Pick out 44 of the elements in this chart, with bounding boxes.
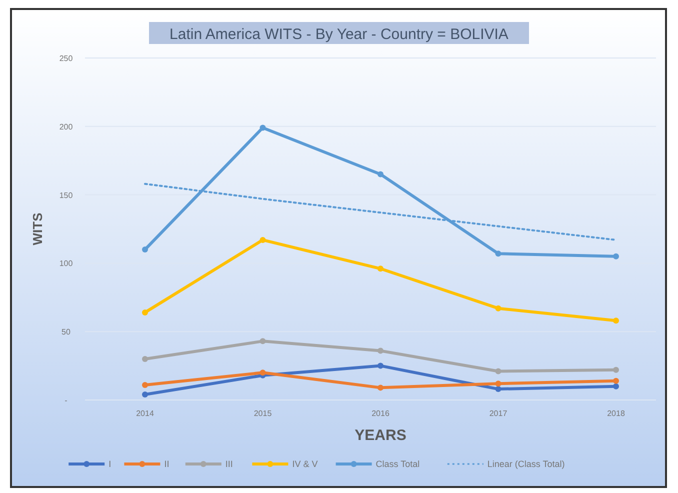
- point: [378, 171, 384, 178]
- point: [495, 305, 502, 312]
- y-tick-label: 50: [62, 328, 71, 337]
- point: [495, 368, 502, 374]
- x-tick-label: 2017: [489, 409, 508, 418]
- x-tick-label: 2016: [372, 409, 390, 418]
- point: [378, 348, 384, 354]
- point: [142, 392, 148, 398]
- point: [142, 246, 148, 253]
- point: [378, 266, 384, 272]
- y-tick-label: -: [64, 396, 68, 405]
- chart-title: Latin America WITS - By Year - Country = BOLIVIA: [170, 26, 508, 43]
- point: [613, 383, 619, 390]
- y-tick-label: 100: [59, 259, 74, 268]
- x-tick-label: 2014: [136, 409, 154, 418]
- legend-label: Linear (Class Total): [487, 459, 565, 469]
- y-axis-title: WITS: [30, 212, 45, 246]
- y-tick-label: 250: [59, 54, 74, 63]
- x-axis-title: YEARS: [354, 427, 406, 444]
- legend-label: II: [164, 459, 170, 469]
- point: [142, 382, 148, 388]
- point: [142, 309, 148, 316]
- point: [260, 338, 266, 344]
- x-tick-label: 2015: [254, 409, 272, 418]
- point: [260, 370, 266, 376]
- legend-label: I: [108, 459, 112, 469]
- legend-label: III: [225, 459, 233, 469]
- x-tick-label: 2018: [607, 409, 626, 418]
- point: [378, 362, 384, 369]
- point: [613, 318, 619, 324]
- point: [613, 253, 619, 260]
- point: [260, 124, 266, 131]
- point: [142, 356, 148, 362]
- point: [495, 250, 502, 257]
- point: [495, 386, 502, 392]
- y-tick-label: 150: [59, 190, 74, 200]
- point: [613, 366, 619, 373]
- point: [613, 378, 619, 384]
- legend-label: Class Total: [376, 459, 420, 469]
- legend-label: IV & V: [292, 459, 318, 469]
- point: [378, 384, 384, 391]
- y-tick-label: 200: [59, 122, 74, 132]
- point: [495, 380, 502, 387]
- point: [260, 236, 266, 243]
